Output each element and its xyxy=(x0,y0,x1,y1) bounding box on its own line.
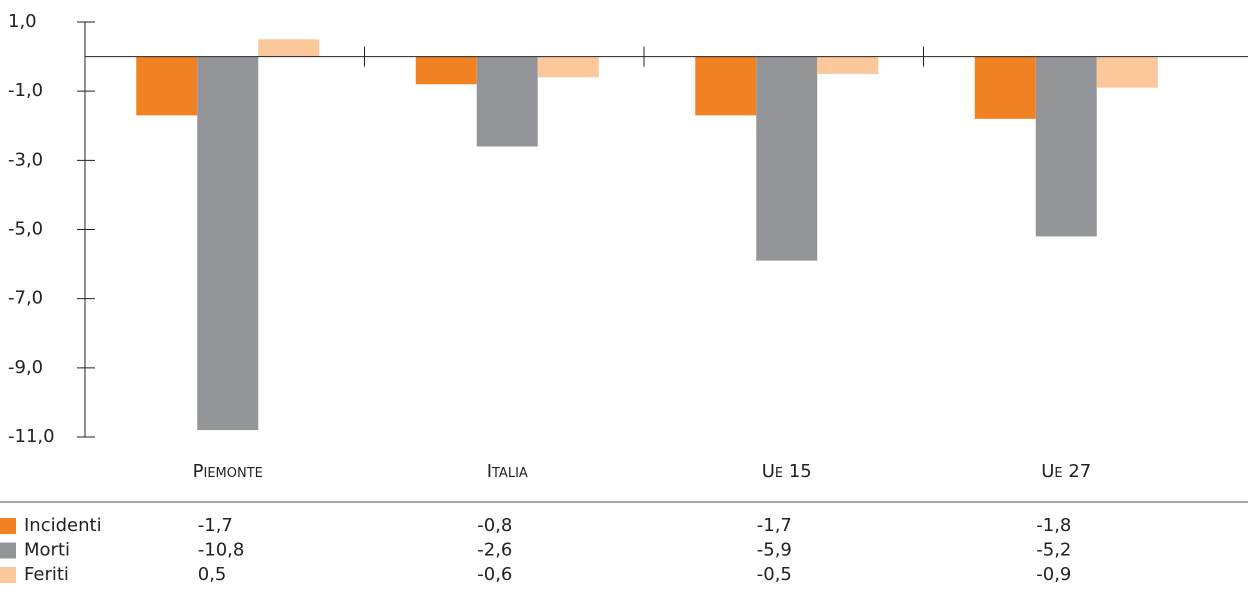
bar xyxy=(1035,56,1097,237)
table-value: -10,8 xyxy=(198,540,245,561)
table-value: -0,5 xyxy=(757,564,792,585)
table-value: 0,5 xyxy=(198,564,227,585)
y-tick-label: -1,0 xyxy=(8,80,43,101)
bar xyxy=(415,56,477,85)
x-tick-label: Ue 15 xyxy=(762,461,812,482)
y-tick-label: -7,0 xyxy=(8,288,43,309)
legend-label: Incidenti xyxy=(24,515,102,536)
bar xyxy=(817,56,879,74)
x-tick-label: Italia xyxy=(487,461,528,482)
bar xyxy=(756,56,818,261)
table-value: -1,7 xyxy=(757,515,792,536)
y-tick-label: -5,0 xyxy=(8,219,43,240)
y-tick-label: 1,0 xyxy=(8,11,37,32)
bar xyxy=(136,56,198,116)
table-value: -0,6 xyxy=(477,564,512,585)
table-value: -0,8 xyxy=(477,515,512,536)
table-value: -5,2 xyxy=(1036,540,1071,561)
bar xyxy=(476,56,538,147)
x-tick-label: Piemonte xyxy=(193,461,263,482)
legend-label: Feriti xyxy=(24,564,69,585)
bar xyxy=(537,56,599,78)
table-value: -0,9 xyxy=(1036,564,1071,585)
bar xyxy=(695,56,757,116)
legend-swatch xyxy=(0,542,16,559)
legend-swatch xyxy=(0,567,16,583)
x-tick-label: Ue 27 xyxy=(1041,461,1091,482)
legend-label: Morti xyxy=(24,540,70,561)
table-value: -2,6 xyxy=(477,540,512,561)
legend-swatch xyxy=(0,518,16,534)
y-tick-label: -9,0 xyxy=(8,357,43,378)
table-value: -5,9 xyxy=(757,540,792,561)
table-value: -1,8 xyxy=(1036,515,1071,536)
y-tick-label: -3,0 xyxy=(8,149,43,170)
table-value: -1,7 xyxy=(198,515,233,536)
bar xyxy=(258,39,320,57)
bar xyxy=(974,56,1036,119)
bar xyxy=(1096,56,1158,88)
bar xyxy=(197,56,259,431)
y-tick-label: -11,0 xyxy=(8,426,55,447)
